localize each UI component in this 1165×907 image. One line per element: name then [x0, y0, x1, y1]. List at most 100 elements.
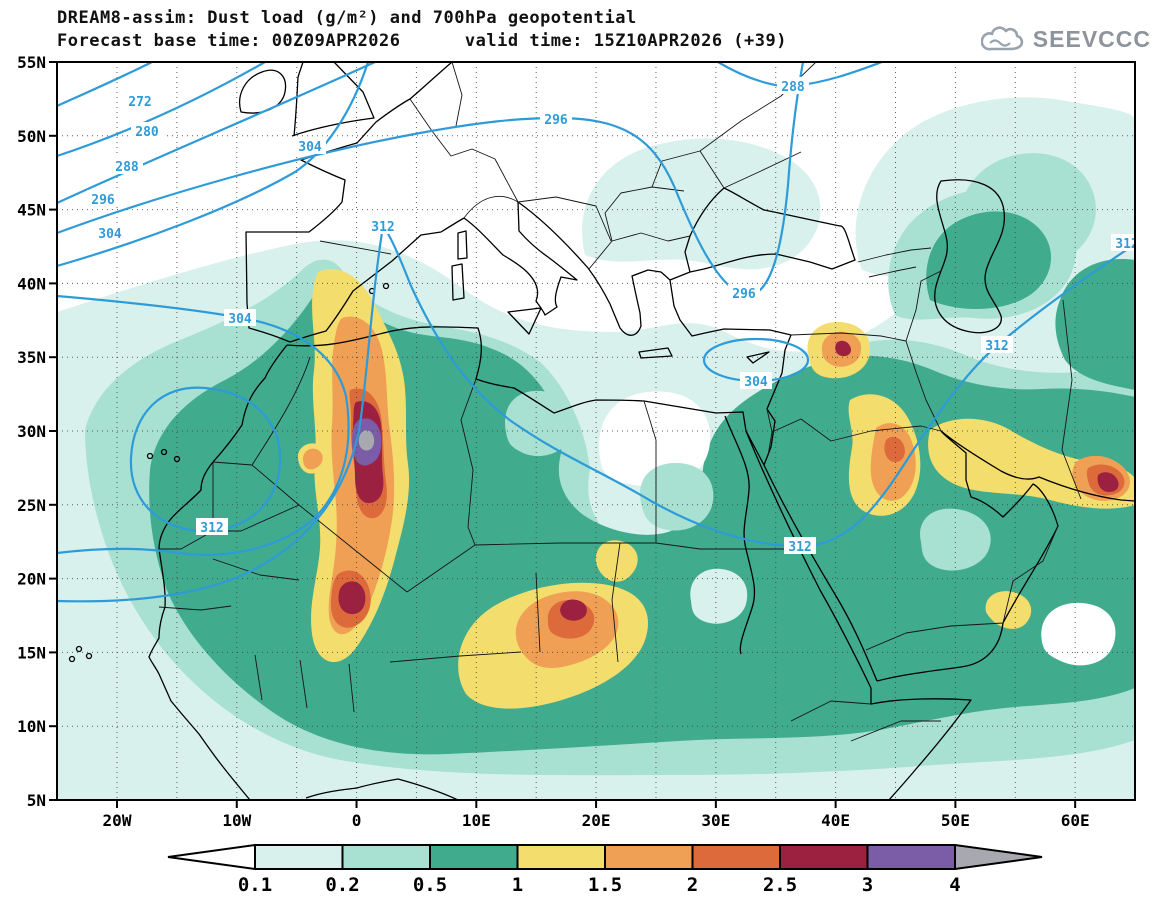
cyprus-island — [746, 351, 770, 364]
country-border — [1061, 299, 1082, 500]
country-border — [254, 654, 355, 713]
country-border — [319, 62, 817, 270]
red-sea-east-coast — [763, 464, 878, 682]
colorbar-cell — [341, 844, 431, 870]
country-border — [905, 340, 942, 432]
canary-island-dot — [173, 455, 181, 463]
country-border — [771, 418, 942, 442]
geopotential-contour-304 — [57, 62, 370, 268]
country-border — [251, 356, 311, 466]
dust-fill-layers — [57, 97, 1135, 800]
contour-value-label: 312 — [371, 220, 394, 235]
dust-fill-2-region — [884, 436, 905, 463]
figure-title: DREAM8-assim: Dust load (g/m²) and 700hP… — [57, 8, 637, 28]
colorbar-tick-label: 0.5 — [413, 874, 447, 896]
seevccc-logo: SEEVCCC — [980, 22, 1151, 56]
britain-coast — [291, 62, 375, 137]
crete-island — [638, 347, 673, 359]
coastline-path — [245, 62, 453, 343]
x-axis-tick-label: 0 — [352, 811, 362, 830]
x-axis-tick-label: 40E — [821, 811, 850, 830]
contour-label-box — [294, 137, 326, 154]
contour-label-box — [740, 372, 772, 389]
colorbar-cell — [779, 844, 869, 870]
contour-label-box — [111, 157, 143, 174]
geopotential-contours — [57, 62, 1135, 603]
contour-label-box — [87, 190, 119, 207]
dust-fill-over-4-core — [358, 430, 375, 451]
dust-fill-2.5-region — [338, 581, 366, 615]
colorbar-tick-label: 2.5 — [763, 874, 797, 896]
x-axis-tick-label: 50E — [941, 811, 970, 830]
logo-text: SEEVCCC — [1032, 25, 1151, 52]
colorbar-tick-label: 1.5 — [588, 874, 622, 896]
corsica-island — [457, 230, 468, 260]
contour-value-label: 312 — [985, 339, 1008, 354]
dust-fill-0.5-region — [926, 211, 1052, 310]
y-axis-tick-label: 40N — [17, 274, 46, 293]
contour-value-label: 296 — [91, 193, 115, 208]
canary-island-dot — [160, 448, 168, 456]
geopotential-contour-280 — [57, 62, 267, 158]
dust-fill-1.5-region — [303, 448, 323, 470]
country-border — [158, 605, 232, 611]
colorbar-tick-label: 4 — [949, 874, 960, 896]
x-axis-tick-label: 10E — [462, 811, 491, 830]
coastline-path — [517, 201, 671, 336]
contour-value-label: 304 — [228, 312, 252, 327]
dust-fill-0.1-patch — [690, 568, 748, 624]
country-border — [790, 332, 907, 342]
colorbar-cell — [429, 844, 519, 870]
geopotential-contour-272 — [57, 62, 154, 108]
coastline-path — [286, 187, 856, 466]
dust-fill-0.2-patch — [640, 463, 714, 531]
x-axis-longitude-labels: 20W 10W 0 10E 20E 30E 40E 50E 60E — [103, 800, 1090, 830]
contour-label-box — [784, 537, 816, 554]
y-axis-tick-label: 10N — [17, 717, 46, 736]
country-border — [643, 400, 657, 543]
colorbar-tick-label: 0.1 — [238, 874, 272, 896]
dust-fill-1-region — [595, 540, 638, 582]
contour-label-box — [196, 518, 228, 535]
sicily-island — [507, 307, 542, 335]
x-axis-tick-label: 20E — [582, 811, 611, 830]
colorbar-cell — [516, 844, 606, 870]
contour-label-box — [367, 217, 399, 234]
contour-value-label: 304 — [98, 227, 122, 242]
colorbar-tick-label: 2 — [687, 874, 698, 896]
y-axis-tick-label: 45N — [17, 201, 46, 220]
y-axis-tick-label: 30N — [17, 422, 46, 441]
contour-value-label: 312 — [1115, 237, 1138, 252]
y-axis-tick-label: 50N — [17, 127, 46, 146]
contour-value-label: 280 — [135, 125, 159, 140]
cape-verde-island-dot — [75, 645, 83, 653]
colorbar-tick-label: 1 — [512, 874, 523, 896]
contour-value-label: 312 — [788, 540, 811, 555]
contour-value-label: 272 — [128, 95, 151, 110]
contour-label-box — [224, 309, 256, 326]
country-border — [790, 700, 941, 742]
geopotential-contour-304 — [57, 294, 350, 556]
dust-fill-1.5-region — [870, 423, 916, 501]
country-border — [655, 542, 800, 550]
contour-label-box — [728, 284, 760, 301]
dust-fill-0.2-patch — [920, 508, 991, 571]
contour-value-label: 296 — [732, 287, 756, 302]
contour-label-box — [131, 122, 163, 139]
country-border — [212, 558, 300, 581]
dust-load-colorbar: 0.1 0.2 0.5 1 1.5 2 2.5 3 4 — [167, 843, 1043, 896]
colorbar-tick-label: 3 — [862, 874, 873, 896]
y-axis-tick-label: 20N — [17, 570, 46, 589]
cape-verde-island-dot — [85, 652, 93, 660]
contour-value-label: 296 — [544, 113, 568, 128]
colorbar-over-arrow — [954, 843, 1043, 871]
country-border — [535, 572, 541, 653]
colorbar-under-arrow — [167, 843, 256, 871]
x-axis-tick-label: 60E — [1061, 811, 1090, 830]
dust-fill-2.5-region — [1097, 472, 1119, 492]
contour-value-label: 288 — [115, 160, 139, 175]
contour-label-box — [540, 110, 572, 127]
guinea-coast — [305, 778, 459, 800]
colorbar-tick-label: 0.2 — [325, 874, 359, 896]
